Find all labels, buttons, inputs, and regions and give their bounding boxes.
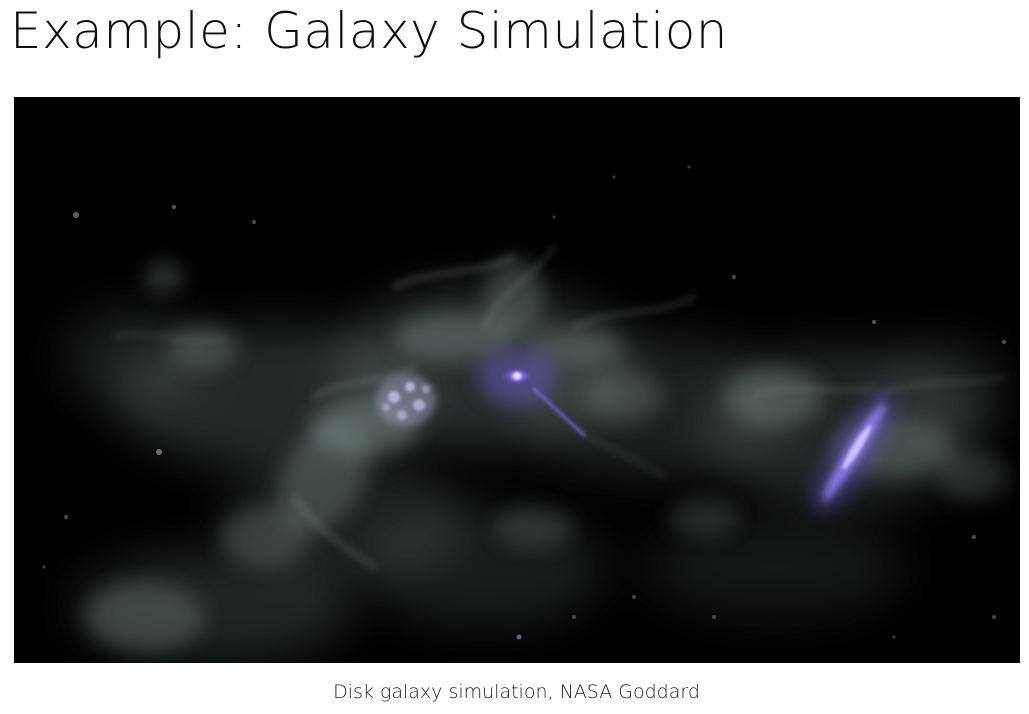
page-title: Example: Galaxy Simulation (10, 2, 728, 60)
galaxy-left (376, 374, 436, 426)
galaxy-right-disk (813, 391, 895, 513)
debris-specks (42, 165, 1006, 640)
figure-caption: Disk galaxy simulation, NASA Goddard (333, 681, 700, 703)
galaxy-simulation-video[interactable] (14, 97, 1020, 663)
galaxy-simulation-frame (14, 97, 1020, 663)
gas-wisp-layer (112, 245, 1006, 570)
gas-filament-layer (84, 257, 1009, 652)
galaxy-center (477, 349, 586, 437)
